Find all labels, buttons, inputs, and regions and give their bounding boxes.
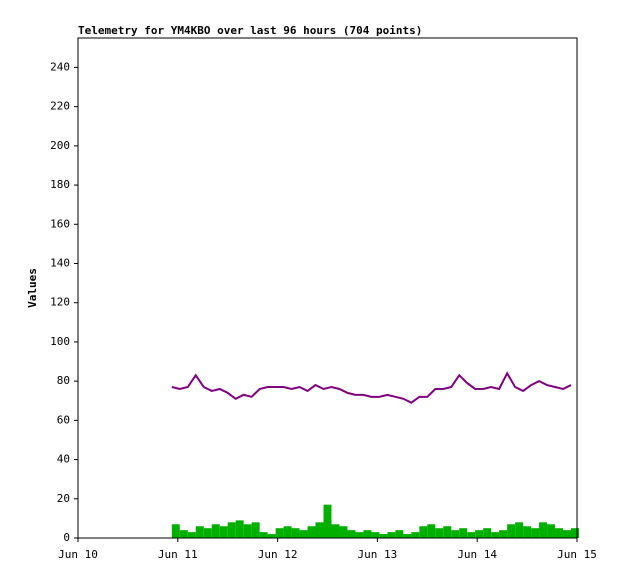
bar <box>451 530 460 538</box>
bar <box>547 524 556 538</box>
bar <box>259 532 268 538</box>
bar <box>371 532 380 538</box>
x-tick-label: Jun 11 <box>158 548 198 561</box>
bar <box>275 528 284 538</box>
bar <box>555 528 564 538</box>
bar <box>355 532 364 538</box>
bar <box>219 526 228 538</box>
bar <box>387 532 396 538</box>
bar <box>187 532 196 538</box>
bar <box>379 534 388 538</box>
bar <box>299 530 308 538</box>
y-tick-label: 200 <box>50 139 70 152</box>
y-tick-label: 80 <box>57 374 70 387</box>
y-tick-label: 0 <box>63 531 70 544</box>
bar <box>483 528 492 538</box>
bar <box>339 526 348 538</box>
bar <box>171 524 180 538</box>
bar <box>211 524 220 538</box>
bar <box>427 524 436 538</box>
y-tick-label: 120 <box>50 296 70 309</box>
bar <box>331 524 340 538</box>
bar <box>507 524 516 538</box>
chart-title: Telemetry for YM4KBO over last 96 hours … <box>78 24 422 37</box>
bar <box>203 528 212 538</box>
y-tick-label: 40 <box>57 453 70 466</box>
bar <box>563 530 572 538</box>
plot-frame <box>77 37 578 539</box>
bar <box>435 528 444 538</box>
bar <box>571 528 579 538</box>
bar <box>491 532 500 538</box>
bar <box>251 522 260 538</box>
y-tick-label: 220 <box>50 100 70 113</box>
bar <box>363 530 372 538</box>
x-tick-label: Jun 13 <box>358 548 398 561</box>
bar <box>475 530 484 538</box>
y-tick-label: 180 <box>50 178 70 191</box>
bar <box>459 528 468 538</box>
x-tick-label: Jun 15 <box>557 548 597 561</box>
line <box>171 371 572 404</box>
bar <box>499 530 508 538</box>
bar <box>307 526 316 538</box>
y-tick-label: 240 <box>50 60 70 73</box>
bar <box>531 528 540 538</box>
y-tick-label: 60 <box>57 413 70 426</box>
bar <box>539 522 548 538</box>
bar <box>443 526 452 538</box>
x-tick-label: Jun 14 <box>457 548 497 561</box>
bar <box>347 530 356 538</box>
bar <box>467 532 476 538</box>
bar <box>195 526 204 538</box>
x-tick-label: Jun 12 <box>258 548 298 561</box>
bar <box>227 522 236 538</box>
bar <box>523 526 532 538</box>
bar <box>411 532 420 538</box>
y-tick-label: 20 <box>57 492 70 505</box>
y-tick-label: 100 <box>50 335 70 348</box>
bar <box>291 528 300 538</box>
bar <box>283 526 292 538</box>
y-axis-label: Values <box>26 268 39 308</box>
bar <box>323 504 332 538</box>
bar <box>179 530 188 538</box>
x-tick-label: Jun 10 <box>58 548 98 561</box>
bar <box>243 524 252 538</box>
y-tick-label: 160 <box>50 217 70 230</box>
bar <box>515 522 524 538</box>
y-tick-label: 140 <box>50 256 70 269</box>
bar <box>235 520 244 538</box>
bar <box>419 526 428 538</box>
bar <box>315 522 324 538</box>
bar <box>267 534 276 538</box>
bar <box>395 530 404 538</box>
bar <box>403 534 412 538</box>
